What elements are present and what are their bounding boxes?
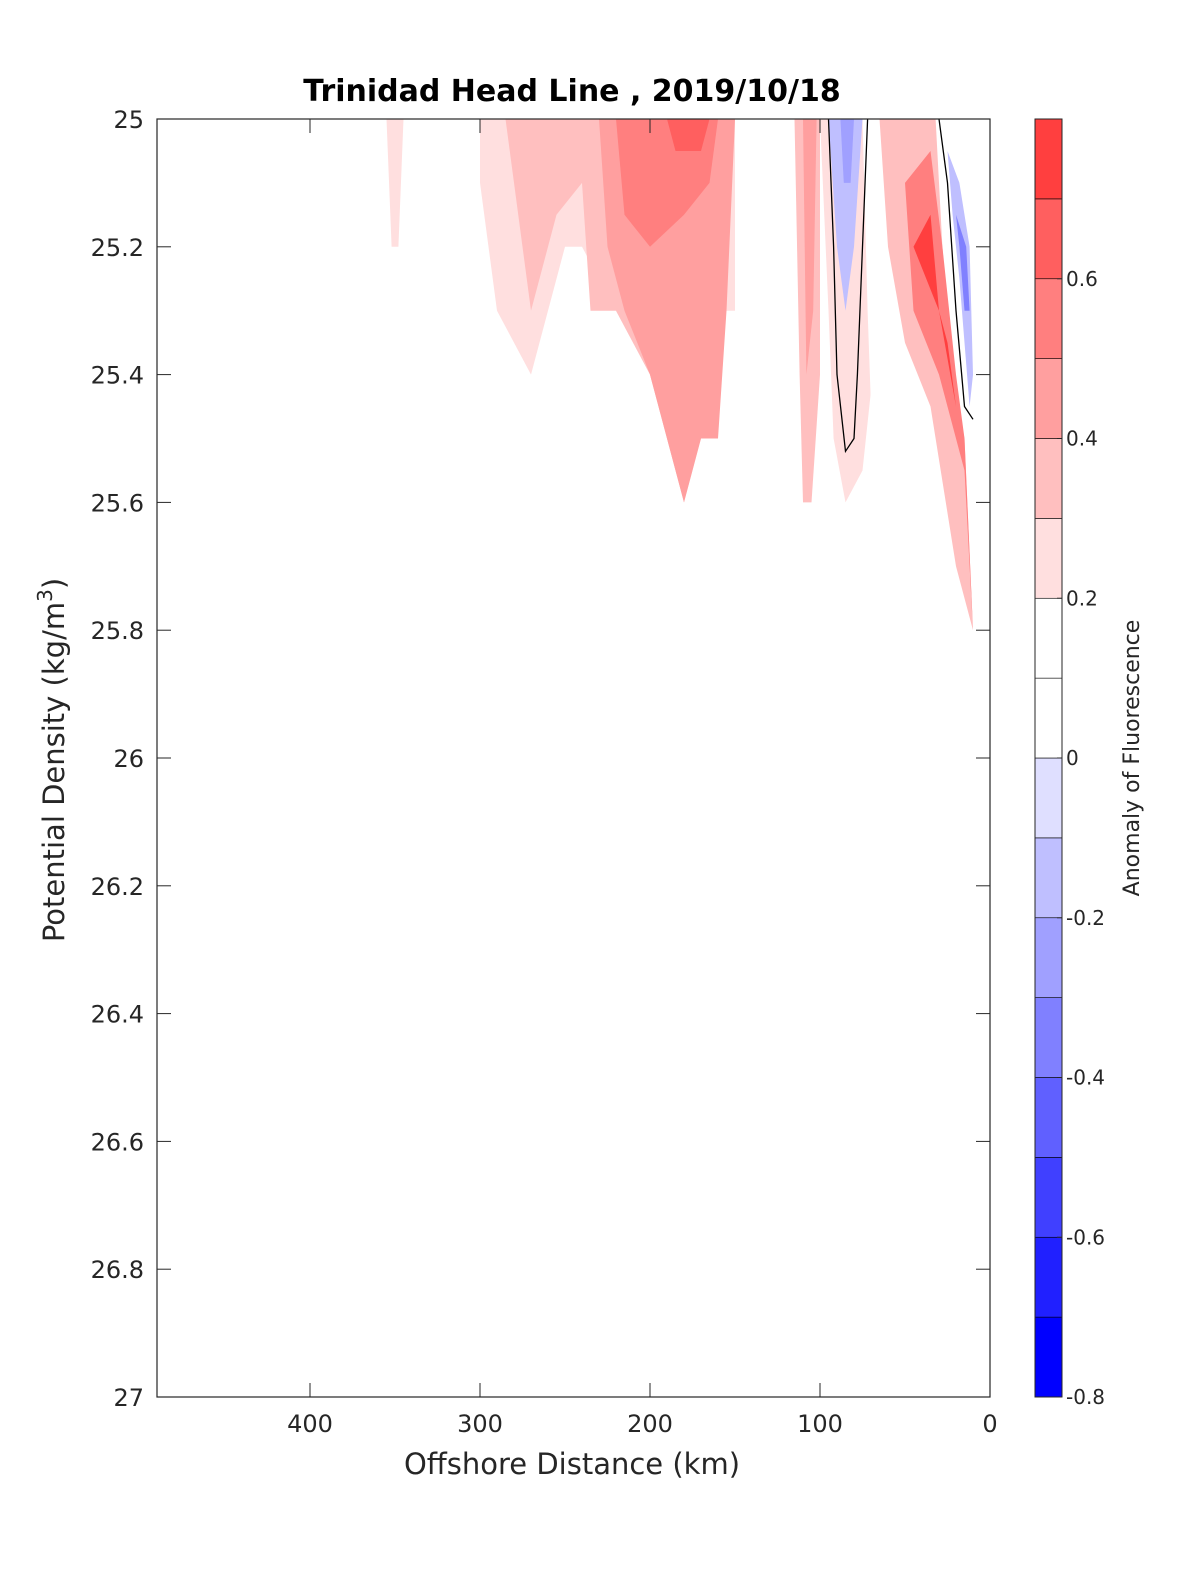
colorbar-tick-label: 0.4 bbox=[1066, 427, 1098, 451]
contour-region-7 bbox=[667, 119, 710, 151]
colorbar-band bbox=[1034, 597, 1063, 679]
y-axis-label-main: Potential Density (kg/m bbox=[37, 602, 71, 942]
y-tick-label: 26.8 bbox=[91, 1256, 144, 1284]
y-tick-label: 25 bbox=[113, 106, 144, 134]
colorbar-band bbox=[1034, 278, 1063, 359]
y-tick-label: 26.2 bbox=[91, 873, 144, 901]
colorbar-band bbox=[1034, 1157, 1063, 1238]
colorbar-tick-label: -0.6 bbox=[1066, 1225, 1105, 1249]
x-tick-label: 100 bbox=[797, 1410, 843, 1438]
colorbar-band bbox=[1034, 118, 1063, 200]
contour-region-11 bbox=[803, 119, 817, 375]
y-tick-label: 27 bbox=[113, 1384, 144, 1412]
y-tick-label: 26.4 bbox=[91, 1001, 144, 1029]
y-tick-label: 26.6 bbox=[91, 1128, 144, 1156]
contour-fill-layer bbox=[378, 119, 973, 631]
chart-title: Trinidad Head Line , 2019/10/18 bbox=[303, 74, 840, 109]
contour-region-12 bbox=[828, 119, 863, 311]
colorbar-band bbox=[1034, 438, 1063, 519]
colorbar bbox=[1034, 118, 1063, 1398]
x-axis: 400 300 200 100 0 bbox=[287, 119, 998, 1438]
colorbar-band bbox=[1034, 198, 1063, 280]
y-tick-label: 25.4 bbox=[91, 362, 144, 390]
colorbar-tick-label: 0.6 bbox=[1066, 267, 1098, 291]
zero-contour-line-1 bbox=[938, 119, 974, 420]
y-axis: 25 25.2 25.4 25.6 25.8 26 26.2 26.4 26.6 26.8 27 bbox=[91, 106, 990, 1412]
colorbar-band bbox=[1034, 1316, 1063, 1398]
y-tick-label: 25.6 bbox=[91, 489, 144, 517]
y-tick-label: 25.8 bbox=[91, 617, 144, 645]
colorbar-label: Anomaly of Fluorescence bbox=[1120, 620, 1145, 897]
colorbar-tick-label: -0.2 bbox=[1066, 906, 1105, 930]
x-axis-label: Offshore Distance (km) bbox=[404, 1447, 740, 1481]
contour-region-19 bbox=[956, 214, 970, 311]
colorbar-band bbox=[1034, 997, 1063, 1078]
y-axis-label-sup: 3 bbox=[33, 589, 57, 602]
contour-region-15 bbox=[879, 119, 973, 631]
contour-region-13 bbox=[840, 119, 854, 183]
contour-region-17 bbox=[913, 214, 956, 407]
y-tick-label: 26 bbox=[113, 745, 144, 773]
contour-region-18 bbox=[947, 151, 973, 407]
colorbar-tick-label: 0 bbox=[1066, 746, 1079, 770]
colorbar-band bbox=[1034, 677, 1063, 759]
y-axis-label-tail: ) bbox=[37, 578, 71, 589]
y-tick-label: 25.2 bbox=[91, 234, 144, 262]
colorbar-tick-label: -0.8 bbox=[1066, 1385, 1105, 1409]
colorbar-band bbox=[1034, 837, 1063, 919]
zero-contour-layer bbox=[827, 119, 974, 454]
contour-region-9 bbox=[786, 119, 888, 503]
colorbar-band bbox=[1034, 917, 1063, 998]
zero-contour-line-0 bbox=[827, 119, 869, 454]
x-tick-label: 300 bbox=[457, 1410, 503, 1438]
colorbar-band bbox=[1034, 757, 1063, 839]
x-tick-label: 400 bbox=[287, 1410, 333, 1438]
colorbar-tick-label: -0.4 bbox=[1066, 1066, 1105, 1090]
contour-region-1 bbox=[386, 119, 404, 247]
colorbar-band bbox=[1034, 1077, 1063, 1158]
colorbar-tick-label: 0.2 bbox=[1066, 586, 1098, 610]
y-axis-label: Potential Density (kg/m3) bbox=[33, 578, 71, 942]
colorbar-band bbox=[1034, 358, 1063, 439]
contour-region-16 bbox=[905, 151, 973, 631]
x-tick-label: 200 bbox=[627, 1410, 673, 1438]
colorbar-band bbox=[1034, 1236, 1063, 1318]
x-tick-label: 0 bbox=[982, 1410, 997, 1438]
colorbar-ticks: 0.6 0.4 0.2 0 -0.2 -0.4 -0.6 -0.8 bbox=[1057, 267, 1105, 1409]
colorbar-band bbox=[1034, 518, 1063, 599]
